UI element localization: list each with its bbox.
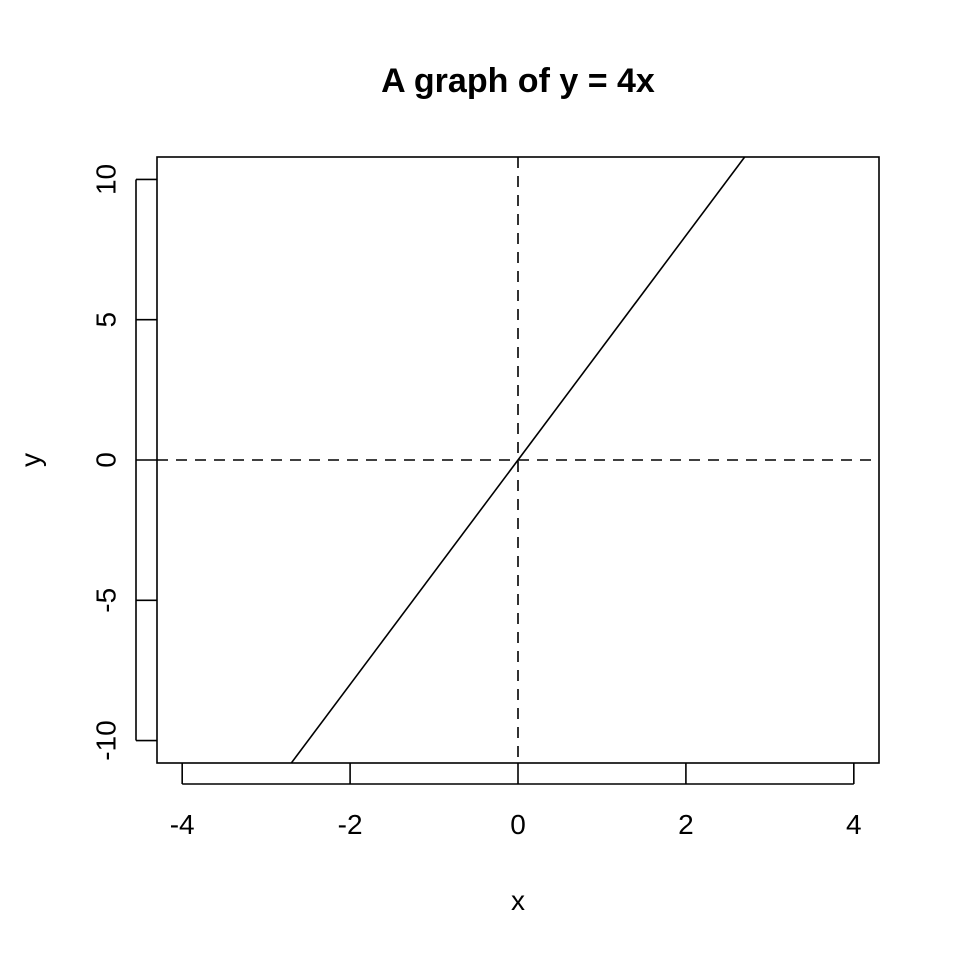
x-tick-label: 0 — [510, 809, 526, 840]
y-tick-label: 5 — [90, 312, 121, 328]
x-axis: -4 -2 0 2 4 — [170, 763, 862, 840]
y-tick-label: 10 — [90, 164, 121, 195]
series-line — [290, 156, 746, 764]
series-lines — [290, 156, 746, 764]
y-tick-label: -5 — [90, 588, 121, 613]
y-tick-label: -10 — [90, 720, 121, 760]
x-tick-label: -4 — [170, 809, 195, 840]
y-axis: -10 -5 0 5 10 — [90, 164, 157, 761]
x-tick-label: 2 — [678, 809, 694, 840]
x-axis-label: x — [511, 885, 525, 916]
x-tick-label: -2 — [338, 809, 363, 840]
plot-area — [156, 156, 880, 764]
x-tick-label: 4 — [846, 809, 862, 840]
y-axis-label: y — [15, 453, 46, 467]
y-tick-label: 0 — [90, 452, 121, 468]
chart-title: A graph of y = 4x — [381, 62, 655, 100]
